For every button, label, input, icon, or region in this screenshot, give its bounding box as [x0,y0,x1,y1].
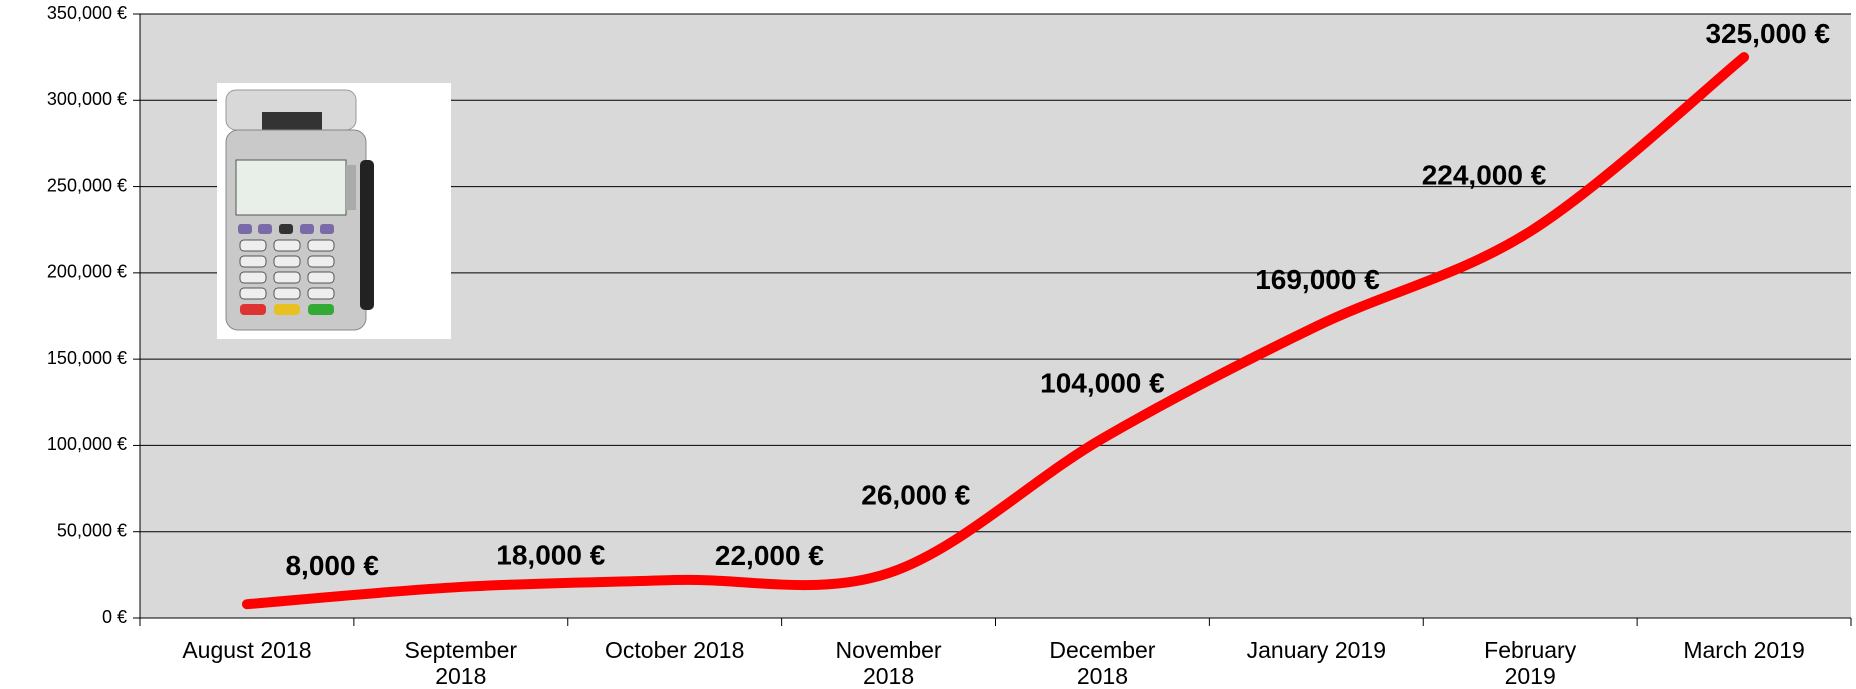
data-label: 26,000 € [861,480,970,511]
x-tick-label: October 2018 [603,637,747,663]
y-tick-label: 50,000 € [57,520,127,540]
data-label: 8,000 € [285,550,379,581]
x-tick-label: March 2019 [1672,637,1816,663]
data-label: 325,000 € [1705,18,1830,49]
x-tick-label: January 2019 [1244,637,1388,663]
data-label: 169,000 € [1255,264,1380,295]
y-tick-label: 100,000 € [47,434,127,454]
x-tick-label: August 2018 [175,637,319,663]
data-label: 22,000 € [715,540,824,571]
page: 0 € 50,000 € 100,000 € 150,000 € 200,000 € 25… [0,0,1856,689]
y-tick-label: 150,000 € [47,348,127,368]
pos-terminal-image [217,83,451,339]
x-tick-label: February 2019 [1458,637,1602,689]
x-tick-label: November 2018 [817,637,961,689]
chart: 0 € 50,000 € 100,000 € 150,000 € 200,000 € 25… [0,0,1856,689]
data-label: 18,000 € [496,540,605,571]
x-tick-label: September 2018 [389,637,533,689]
y-tick-label: 300,000 € [47,89,127,109]
data-label: 104,000 € [1040,368,1165,399]
x-tick-label: December 2018 [1030,637,1174,689]
data-label: 224,000 € [1422,159,1547,190]
y-tick-label: 350,000 € [47,3,127,23]
y-tick-label: 200,000 € [47,262,127,282]
y-tick-label: 250,000 € [47,175,127,195]
y-tick-label: 0 € [102,607,127,627]
